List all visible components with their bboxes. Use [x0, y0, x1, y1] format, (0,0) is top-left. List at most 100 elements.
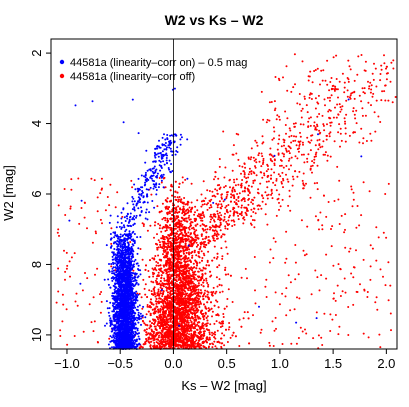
data-point-red — [366, 296, 369, 298]
data-point-red — [257, 188, 260, 191]
data-point-red — [254, 212, 257, 215]
data-point-red — [316, 139, 319, 142]
data-point-red — [261, 194, 264, 197]
data-point-red — [154, 255, 157, 257]
data-point-red — [346, 95, 349, 98]
data-point-red — [78, 222, 81, 225]
data-point-red — [243, 200, 246, 203]
data-point-red — [309, 124, 312, 127]
data-point-red — [216, 237, 219, 240]
data-point-red — [282, 138, 285, 141]
data-point-red — [248, 197, 250, 200]
data-point-red — [321, 228, 324, 231]
data-point-red — [201, 242, 204, 245]
data-point-red — [174, 289, 177, 292]
data-point-red — [286, 89, 289, 92]
data-point-red — [223, 186, 226, 189]
data-point-red — [358, 141, 361, 144]
data-point-red — [58, 234, 60, 237]
data-point-red — [215, 233, 218, 236]
data-point-red — [321, 224, 324, 227]
data-point-red — [189, 225, 191, 228]
data-point-red — [185, 251, 188, 254]
data-point-red — [220, 247, 223, 250]
data-point-red — [303, 161, 306, 164]
data-point-red — [176, 306, 179, 309]
data-point-red — [257, 208, 260, 211]
data-point-red — [150, 193, 153, 196]
data-point-red — [160, 305, 163, 308]
data-point-red — [232, 213, 235, 216]
data-point-red — [231, 169, 234, 172]
data-point-red — [169, 189, 172, 192]
data-point-red — [233, 188, 236, 191]
data-point-red — [224, 225, 227, 228]
data-point-red — [217, 233, 220, 236]
data-point-red — [179, 241, 182, 244]
data-point-red — [302, 182, 305, 185]
data-point-red — [182, 293, 185, 296]
data-point-red — [151, 308, 154, 311]
data-point-red — [228, 216, 230, 219]
data-point-red — [194, 306, 197, 309]
data-point-red — [294, 261, 297, 264]
data-point-red — [332, 56, 335, 59]
data-point-red — [99, 192, 102, 195]
data-point-red — [290, 134, 293, 137]
data-point-red — [323, 129, 326, 132]
data-point-red — [336, 88, 339, 91]
data-point-red — [222, 322, 225, 325]
data-point-red — [145, 264, 147, 267]
data-point-red — [381, 90, 384, 93]
data-point-red — [234, 184, 237, 187]
data-point-red — [180, 198, 183, 201]
data-point-red — [193, 341, 196, 344]
data-point-red — [350, 185, 353, 188]
data-point-red — [246, 187, 249, 190]
data-point-red — [314, 215, 317, 218]
data-point-red — [298, 297, 301, 300]
data-point-red — [183, 268, 186, 271]
data-point-red — [335, 54, 338, 57]
data-point-red — [233, 210, 236, 213]
data-point-red — [157, 262, 159, 264]
data-point-red — [169, 234, 172, 237]
data-point-red — [145, 328, 148, 331]
data-point-red — [289, 281, 292, 284]
data-point-red — [219, 291, 221, 294]
data-point-red — [225, 220, 228, 223]
data-point-red — [83, 216, 86, 219]
data-point-red — [216, 184, 219, 187]
data-point-red — [250, 172, 253, 175]
data-point-red — [373, 111, 376, 114]
data-point-red — [215, 320, 218, 323]
data-point-red — [194, 284, 197, 287]
data-point-red — [182, 252, 185, 255]
data-point-red — [176, 337, 179, 340]
data-point-red — [293, 53, 296, 56]
data-point-red — [101, 222, 103, 225]
data-point-red — [165, 261, 168, 264]
data-point-red — [226, 193, 229, 196]
data-point-red — [285, 65, 288, 68]
data-point-red — [144, 341, 147, 344]
data-point-red — [206, 228, 209, 231]
data-point-red — [211, 190, 214, 193]
data-point-red — [332, 297, 335, 300]
data-point-red — [232, 144, 235, 147]
data-point-red — [180, 236, 183, 239]
data-point-red — [157, 274, 160, 277]
data-point-red — [165, 328, 168, 331]
data-point-red — [187, 231, 190, 234]
data-point-red — [240, 184, 243, 187]
data-point-red — [203, 203, 206, 206]
data-point-red — [316, 188, 319, 191]
data-point-red — [274, 291, 277, 294]
data-point-red — [169, 237, 172, 239]
data-point-red — [200, 334, 202, 337]
data-point-red — [310, 139, 313, 142]
data-point-red — [221, 205, 223, 208]
data-point-red — [203, 332, 206, 335]
data-point-red — [178, 196, 181, 198]
data-point-red — [246, 208, 249, 210]
